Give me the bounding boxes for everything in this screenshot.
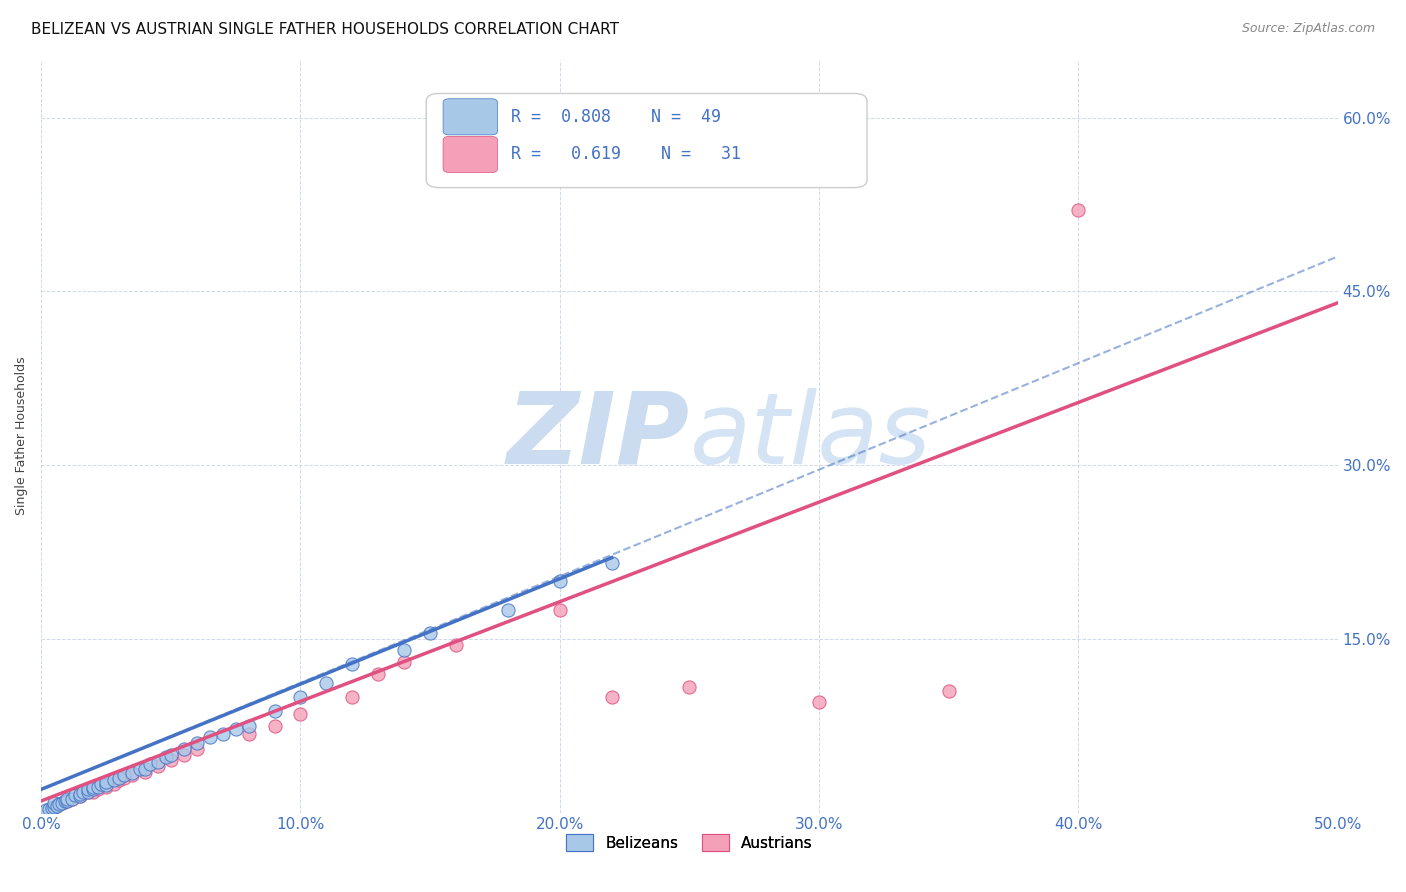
Point xyxy=(1067,203,1090,218)
Point xyxy=(90,776,112,790)
Point xyxy=(94,778,117,792)
Point xyxy=(225,722,247,736)
Point xyxy=(173,747,195,762)
Point xyxy=(94,780,117,794)
Point xyxy=(44,797,66,811)
Point xyxy=(160,753,183,767)
Point xyxy=(263,719,285,733)
Text: ZIP: ZIP xyxy=(506,387,689,484)
Point xyxy=(69,789,91,804)
Point xyxy=(53,794,76,808)
Point xyxy=(60,791,83,805)
Point xyxy=(121,766,143,780)
Point xyxy=(63,788,86,802)
Point xyxy=(392,655,415,669)
Point xyxy=(315,675,337,690)
FancyBboxPatch shape xyxy=(443,136,498,172)
Point xyxy=(263,704,285,718)
Point xyxy=(548,603,571,617)
Point xyxy=(44,799,66,814)
Point xyxy=(211,727,233,741)
Point xyxy=(938,684,960,698)
Point xyxy=(60,791,83,805)
Point xyxy=(82,780,104,794)
Text: R =   0.619    N =   31: R = 0.619 N = 31 xyxy=(510,145,741,163)
Point xyxy=(198,731,221,745)
Point xyxy=(56,794,79,808)
Point xyxy=(76,785,98,799)
Point xyxy=(112,771,135,785)
Point xyxy=(35,803,58,817)
Point xyxy=(72,785,94,799)
Point xyxy=(600,557,623,571)
Point xyxy=(56,794,79,808)
Point xyxy=(548,574,571,588)
Point xyxy=(139,756,162,771)
Point xyxy=(367,666,389,681)
Point xyxy=(44,799,66,814)
Text: BELIZEAN VS AUSTRIAN SINGLE FATHER HOUSEHOLDS CORRELATION CHART: BELIZEAN VS AUSTRIAN SINGLE FATHER HOUSE… xyxy=(31,22,619,37)
Point xyxy=(155,750,177,764)
Point xyxy=(419,626,441,640)
Point xyxy=(121,768,143,782)
Point xyxy=(69,789,91,804)
Point xyxy=(342,657,364,672)
Point xyxy=(82,785,104,799)
Point xyxy=(238,719,260,733)
FancyBboxPatch shape xyxy=(443,99,498,135)
Point xyxy=(38,802,60,816)
Point xyxy=(496,603,519,617)
Point xyxy=(146,759,169,773)
Point xyxy=(290,690,312,704)
Point xyxy=(600,690,623,704)
Point xyxy=(186,741,208,756)
Point xyxy=(45,798,67,813)
Point xyxy=(108,771,131,785)
Point xyxy=(94,775,117,789)
Point xyxy=(87,782,110,797)
Legend: Belizeans, Austrians: Belizeans, Austrians xyxy=(560,828,820,857)
Point xyxy=(41,801,63,815)
Point xyxy=(51,797,73,811)
Point xyxy=(69,787,91,801)
Point xyxy=(51,797,73,811)
Point xyxy=(173,741,195,756)
Point xyxy=(146,755,169,769)
Point xyxy=(103,776,125,790)
Point xyxy=(76,782,98,797)
Point xyxy=(186,736,208,750)
Point xyxy=(444,638,467,652)
Point xyxy=(56,791,79,805)
Point xyxy=(87,780,110,794)
Text: R =  0.808    N =  49: R = 0.808 N = 49 xyxy=(510,108,720,126)
Point xyxy=(48,797,70,812)
Point xyxy=(128,762,150,776)
Point xyxy=(134,764,156,779)
Point xyxy=(160,747,183,762)
Point xyxy=(392,643,415,657)
Point xyxy=(82,782,104,797)
Point xyxy=(103,773,125,788)
FancyBboxPatch shape xyxy=(426,94,868,187)
Point xyxy=(290,707,312,722)
Point xyxy=(678,681,700,695)
Text: atlas: atlas xyxy=(689,387,931,484)
Point xyxy=(112,768,135,782)
Point xyxy=(808,696,831,710)
Point xyxy=(108,773,131,788)
Point xyxy=(342,690,364,704)
Text: Source: ZipAtlas.com: Source: ZipAtlas.com xyxy=(1241,22,1375,36)
Y-axis label: Single Father Households: Single Father Households xyxy=(15,357,28,516)
Point xyxy=(238,727,260,741)
Point xyxy=(134,762,156,776)
Point xyxy=(76,785,98,799)
